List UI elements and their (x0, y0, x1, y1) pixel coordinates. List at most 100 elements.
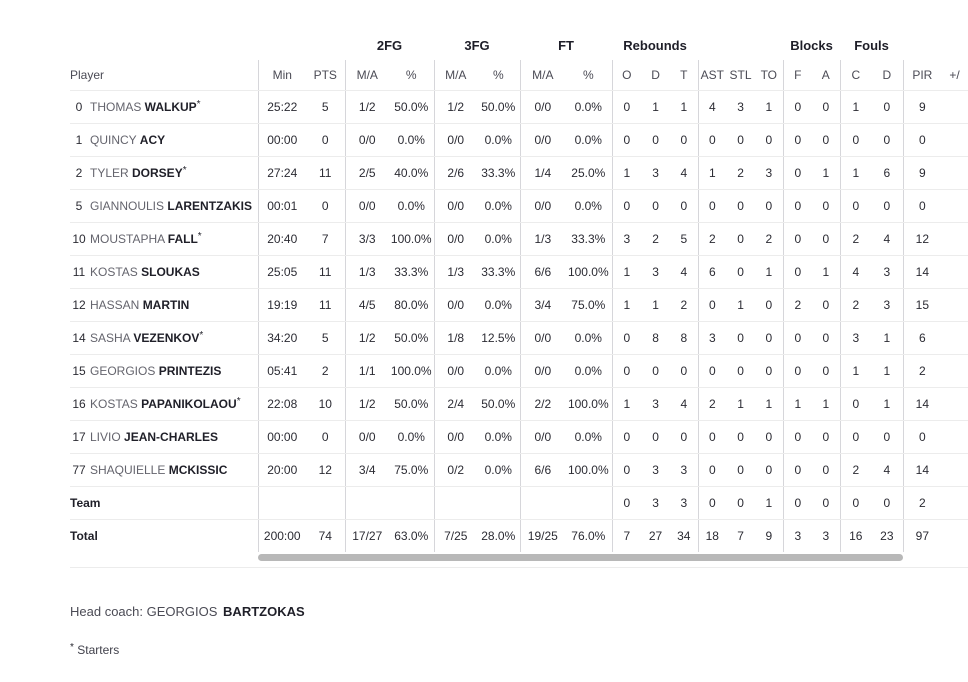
cell-fg2-ma: 0/0 (344, 123, 389, 157)
player-last-name: SLOUKAS (141, 265, 200, 279)
cell-pir: 0 (902, 189, 942, 223)
cell-blk-a: 0 (812, 123, 841, 157)
cell-ast: 0 (697, 189, 727, 223)
cell-reb-d: 0 (641, 354, 671, 388)
cell-blk-f: 0 (782, 420, 813, 454)
cell-to: 0 (755, 288, 784, 322)
cell-to: 0 (755, 123, 784, 157)
cell-ft-pct: 0.0% (565, 321, 613, 355)
player-row: 2 TYLER DORSEY* 27:24 11 2/5 40.0% 2/6 33.3% 1/4… (70, 156, 968, 190)
player-last-name: JEAN-CHARLES (124, 430, 219, 444)
cell-ast: 6 (697, 255, 727, 289)
cell-stl: 0 (726, 453, 756, 487)
cell-fg2-pct: 0.0% (389, 420, 435, 454)
cell-blk-f: 0 (782, 189, 813, 223)
starters-note-text: Starters (77, 643, 120, 657)
player-rows: 0 THOMAS WALKUP* 25:22 5 1/2 50.0% 1/2 50.0% 0/0… (70, 90, 968, 552)
cell-foul-d: 1 (871, 354, 904, 388)
cell-fg3-ma: 0/0 (433, 189, 478, 223)
cell-reb-o: 0 (611, 420, 642, 454)
cell-pts: 12 (306, 453, 345, 487)
cell-foul-c: 1 (839, 354, 872, 388)
cell-fg3-ma: 0/2 (433, 453, 478, 487)
player-first-name: LIVIO (90, 430, 125, 444)
player-row: 12 HASSAN MARTIN 19:19 11 4/5 80.0% 0/0 0.0% 3/4… (70, 288, 968, 322)
player-name-cell: 2 TYLER DORSEY* (70, 156, 258, 190)
cell-blk-a: 0 (812, 453, 841, 487)
player-last-name: DORSEY (132, 166, 183, 180)
player-row: 77 SHAQUIELLE MCKISSIC 20:00 12 3/4 75.0% 0/2 0… (70, 453, 968, 487)
cell-foul-d: 4 (871, 222, 904, 256)
cell-ast: 1 (697, 156, 727, 190)
cell-to: 1 (755, 486, 784, 520)
cell-fg3-pct: 50.0% (477, 90, 521, 124)
cell-ft-ma: 0/0 (519, 354, 566, 388)
cell-ft-pct: 0.0% (565, 123, 613, 157)
cell-to: 3 (755, 156, 784, 190)
cell-blk-f: 0 (782, 255, 813, 289)
cell-blk-f: 0 (782, 156, 813, 190)
cell-fg3-pct: 33.3% (477, 255, 521, 289)
row-label-cell: Team (70, 486, 258, 520)
cell-foul-d: 0 (871, 420, 904, 454)
player-name-cell: 5 GIANNOULIS LARENTZAKIS (70, 189, 258, 223)
cell-blk-f: 0 (782, 90, 813, 124)
cell-foul-c: 0 (839, 189, 872, 223)
player-name-cell: 14 SASHA VEZENKOV* (70, 321, 258, 355)
col-header-stl: STL (726, 60, 756, 91)
cell-fg2-ma: 1/3 (344, 255, 389, 289)
group-header-rebounds: Rebounds (623, 37, 687, 53)
horizontal-scrollbar-thumb[interactable] (258, 554, 903, 561)
cell-to: 0 (755, 321, 784, 355)
total-row: Total 200:00 74 17/27 63.0% 7/25 28.0% 19/25 76.… (70, 519, 968, 552)
cell-stl: 0 (726, 222, 756, 256)
cell-pir: 12 (902, 222, 942, 256)
cell-blk-f: 0 (782, 222, 813, 256)
cell-reb-t: 0 (670, 420, 699, 454)
cell-stl: 0 (726, 321, 756, 355)
cell-ft-pct: 100.0% (565, 453, 613, 487)
player-row: 14 SASHA VEZENKOV* 34:20 5 1/2 50.0% 1/8 12.5% 0… (70, 321, 968, 355)
cell-fg3-ma: 2/4 (433, 387, 478, 421)
cell-blk-a: 1 (812, 156, 841, 190)
col-header-ast: AST (697, 60, 727, 91)
cell-fg2-pct: 33.3% (389, 255, 435, 289)
player-first-name: THOMAS (90, 100, 145, 114)
cell-foul-d: 4 (871, 453, 904, 487)
col-header-pir: PIR (902, 60, 942, 91)
cell-pts: 11 (306, 288, 345, 322)
cell-plus-minus (941, 123, 968, 157)
cell-blk-f: 0 (782, 123, 813, 157)
cell-fg3-ma: 7/25 (433, 519, 478, 552)
cell-ast: 2 (697, 222, 727, 256)
cell-ft-pct: 75.0% (565, 288, 613, 322)
group-header-blocks: Blocks (790, 37, 833, 53)
cell-reb-t: 3 (670, 486, 699, 520)
cell-ft-pct: 76.0% (571, 529, 606, 543)
starter-asterisk: * (197, 231, 202, 242)
col-header-2fg-ma: M/A (344, 60, 389, 91)
col-header-blk-a: A (812, 60, 841, 91)
cell-to: 1 (755, 387, 784, 421)
cell-foul-c: 3 (839, 321, 872, 355)
cell-stl: 0 (726, 123, 756, 157)
starter-asterisk: * (236, 396, 241, 407)
cell-min: 25:22 (257, 90, 306, 124)
col-header-3fg-pct: % (477, 60, 521, 91)
group-header-2fg: 2FG (376, 37, 403, 53)
table-bottom-divider (70, 567, 968, 568)
player-number: 10 (72, 232, 86, 246)
group-header-row: 2FG 3FG FT Rebounds Blocks Fouls (70, 30, 968, 60)
cell-foul-d: 3 (871, 288, 904, 322)
cell-ast: 0 (697, 354, 727, 388)
cell-pir: 0 (902, 123, 942, 157)
player-last-name: ACY (139, 133, 166, 147)
cell-foul-d: 3 (871, 255, 904, 289)
cell-pts (306, 486, 345, 520)
cell-to: 0 (755, 189, 784, 223)
cell-fg2-pct: 63.0% (394, 529, 429, 543)
row-label: Total (70, 529, 98, 543)
cell-fg2-ma: 17/27 (344, 519, 389, 552)
cell-reb-o: 0 (611, 354, 642, 388)
player-first-name: GEORGIOS (90, 364, 159, 378)
